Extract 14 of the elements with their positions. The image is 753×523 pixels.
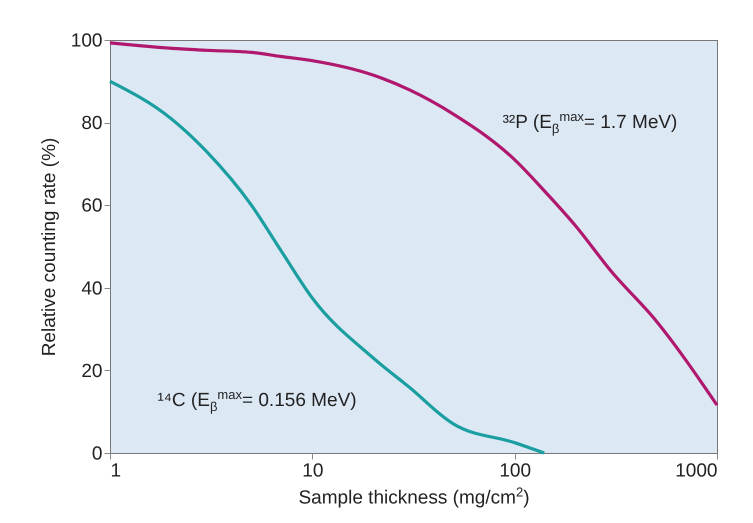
y-tick-label: 60 <box>81 196 102 217</box>
annotation: ¹⁴C (E$_{β}$$^{max}$= 0.156 MeV) <box>157 387 357 414</box>
y-tick-label: 80 <box>81 113 102 134</box>
y-tick-label: 20 <box>81 360 102 382</box>
x-tick-label: 1000 <box>675 460 718 482</box>
x-tick-label: 10 <box>302 460 324 482</box>
x-axis-title: Sample thickness (mg/cm$^{2}$) <box>298 484 530 508</box>
y-tick-label: 40 <box>81 278 102 300</box>
y-axis-title: Relative counting rate (%) <box>38 138 60 356</box>
annotation: ³²P (E$_{β}$$^{max}$= 1.7 MeV) <box>502 109 678 136</box>
x-tick-label: 1 <box>110 460 122 482</box>
y-tick-label: 100 <box>70 30 102 52</box>
x-tick-label: 100 <box>499 460 532 482</box>
y-tick-label: 0 <box>92 444 102 464</box>
